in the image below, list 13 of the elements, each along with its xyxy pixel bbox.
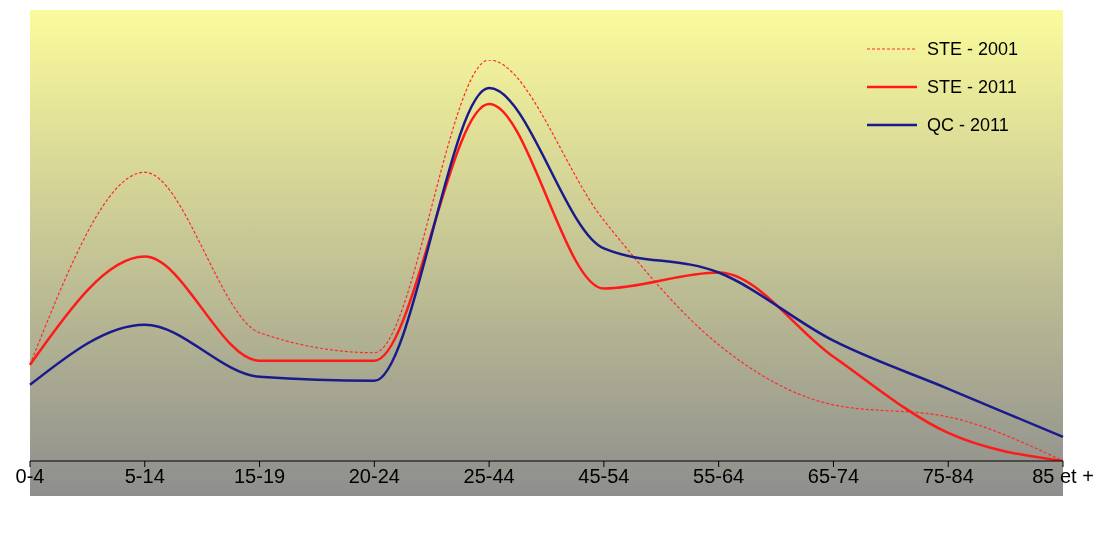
x-tick-label: 25-44: [463, 465, 515, 488]
legend-label: QC - 2011: [926, 114, 1009, 137]
x-tick-label: 5-14: [124, 465, 165, 488]
x-tick-label: 75-84: [922, 465, 974, 488]
x-tick-label: 45-54: [578, 465, 630, 488]
legend-label: STE - 2011: [926, 76, 1017, 99]
x-tick-label: 15-19: [233, 465, 286, 488]
x-tick-label: 85 et +: [1032, 465, 1094, 488]
x-tick-label: 55-64: [693, 465, 745, 488]
x-tick-label: 65-74: [807, 465, 860, 488]
x-tick-label: 0-4: [15, 465, 45, 488]
x-tick-label: 20-24: [348, 465, 400, 488]
legend-label: STE - 2001: [926, 38, 1018, 61]
